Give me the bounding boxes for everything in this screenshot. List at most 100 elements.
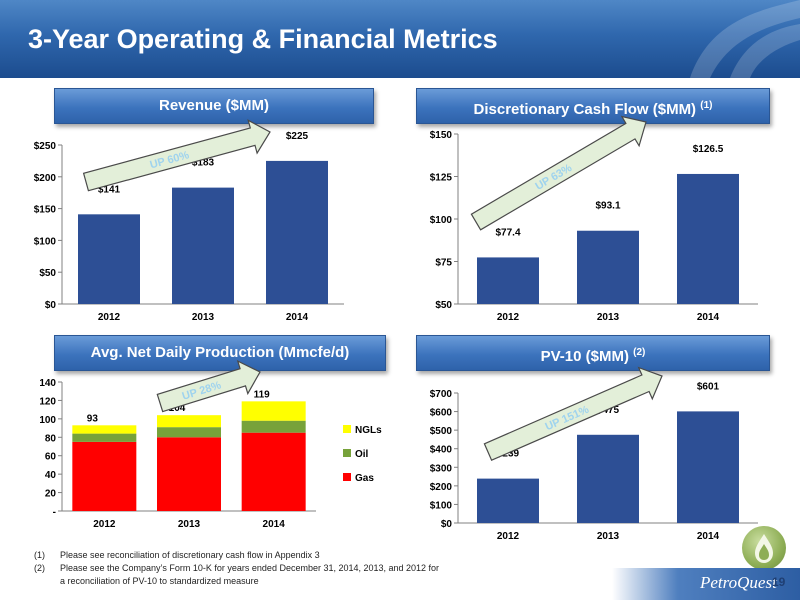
revenue-value-label: $141	[98, 184, 121, 195]
legend-swatch-oil	[343, 449, 351, 457]
legend-swatch-ngls	[343, 425, 351, 433]
revenue-y-tick-label: $200	[34, 173, 57, 184]
pv10-growth-arrow	[483, 366, 663, 461]
revenue-y-tick-label: $50	[39, 268, 56, 279]
pv10-header-note: (2)	[633, 347, 646, 358]
production-bar-gas	[241, 432, 306, 511]
revenue-y-tick-label: $150	[34, 205, 57, 216]
production-y-tick-label: -	[53, 507, 56, 518]
pv10-bar	[677, 411, 739, 523]
production-y-tick-label: 20	[45, 489, 57, 500]
production-bar-gas	[72, 441, 137, 511]
production-y-tick-label: 80	[45, 433, 57, 444]
dcf-bar	[577, 230, 639, 304]
production-bar-ngls	[72, 425, 137, 434]
pv10-y-tick-label: $100	[430, 500, 453, 511]
revenue-bar	[266, 160, 328, 304]
production-section-header: Avg. Net Daily Production (Mmcfe/d)	[54, 335, 386, 371]
dcf-value-label: $126.5	[693, 144, 724, 155]
production-total-label: 104	[169, 403, 186, 414]
dcf-bar	[677, 173, 739, 304]
revenue-x-tick-label: 2014	[286, 312, 309, 323]
production-total-label: 93	[87, 413, 99, 424]
dcf-y-tick-label: $100	[430, 215, 453, 226]
title-banner	[0, 0, 800, 78]
pv10-y-tick-label: $400	[430, 445, 453, 456]
legend-label-ngls: NGLs	[355, 425, 382, 436]
pv10-x-tick-label: 2013	[597, 531, 620, 542]
dcf-header-note: (1)	[700, 100, 713, 111]
production-bar-oil	[241, 420, 306, 433]
pv10-x-tick-label: 2014	[697, 531, 720, 542]
dcf-value-label: $77.4	[495, 227, 520, 238]
pv10-y-tick-label: $500	[430, 426, 453, 437]
production-bar-oil	[72, 433, 137, 442]
revenue-bar	[172, 187, 234, 304]
footnote-2: (2) Please see the Company’s Form 10-K f…	[34, 562, 439, 575]
footnote-2-number: (2)	[34, 563, 45, 573]
pv10-value-label: $475	[597, 405, 620, 416]
production-bar-ngls	[157, 415, 221, 428]
pv10-y-tick-label: $300	[430, 463, 453, 474]
pv10-y-tick-label: $0	[441, 519, 453, 530]
dcf-x-tick-label: 2012	[497, 312, 520, 323]
pv10-y-tick-label: $700	[430, 389, 453, 400]
legend-label-gas: Gas	[355, 473, 374, 484]
revenue-growth-arrow	[82, 119, 271, 192]
dcf-header-label: Discretionary Cash Flow ($MM)	[473, 101, 697, 118]
production-y-tick-label: 100	[39, 415, 56, 426]
pv10-value-label: $601	[697, 381, 720, 392]
pv10-y-tick-label: $600	[430, 408, 453, 419]
revenue-header-label: Revenue ($MM)	[158, 97, 270, 114]
production-x-tick-label: 2014	[263, 519, 286, 530]
dcf-x-tick-label: 2013	[597, 312, 620, 323]
revenue-bar	[78, 214, 140, 304]
brand-logo: PetroQuest	[700, 573, 777, 592]
dcf-y-tick-label: $125	[430, 173, 453, 184]
footnote-1-number: (1)	[34, 550, 45, 560]
revenue-x-tick-label: 2012	[98, 312, 121, 323]
production-header-label: Avg. Net Daily Production (Mmcfe/d)	[90, 344, 350, 361]
pv10-header-label: PV-10 ($MM)	[540, 348, 629, 365]
revenue-value-label: $225	[286, 131, 309, 142]
footnote-1-text: Please see reconciliation of discretiona…	[60, 550, 320, 560]
pv10-section-header: PV-10 ($MM) (2)	[416, 335, 770, 371]
footnote-2-continued: a reconciliation of PV-10 to standardize…	[60, 576, 259, 586]
pv10-value-label: $239	[497, 449, 520, 460]
footnote-2-text: Please see the Company’s Form 10-K for y…	[60, 563, 440, 573]
page-number: 19	[772, 575, 786, 589]
page-title: 3-Year Operating & Financial Metrics	[28, 24, 498, 54]
pv10-x-tick-label: 2012	[497, 531, 520, 542]
revenue-section-header: Revenue ($MM)	[54, 88, 374, 124]
production-growth-arrow	[156, 359, 261, 413]
dcf-value-label: $93.1	[595, 201, 620, 212]
swoosh-decoration-icon	[690, 0, 800, 78]
production-total-label: 119	[254, 389, 271, 400]
production-y-tick-label: 140	[39, 378, 56, 389]
production-x-tick-label: 2012	[93, 519, 116, 530]
dcf-y-tick-label: $50	[435, 300, 452, 311]
revenue-x-tick-label: 2013	[192, 312, 215, 323]
revenue-y-tick-label: $250	[34, 141, 57, 152]
production-bar-ngls	[241, 401, 306, 421]
production-bar-oil	[157, 427, 221, 438]
dcf-y-tick-label: $150	[430, 130, 453, 141]
dcf-x-tick-label: 2014	[697, 312, 720, 323]
revenue-value-label: $183	[192, 158, 215, 169]
revenue-y-tick-label: $100	[34, 236, 57, 247]
pv10-bar	[577, 434, 639, 523]
pv10-y-tick-label: $200	[430, 482, 453, 493]
dcf-section-header: Discretionary Cash Flow ($MM) (1)	[416, 88, 770, 124]
footnote-1: (1) Please see reconciliation of discret…	[34, 549, 439, 562]
production-bar-gas	[157, 437, 221, 511]
production-y-tick-label: 120	[39, 396, 56, 407]
legend-label-oil: Oil	[355, 449, 369, 460]
dcf-growth-arrow	[470, 115, 647, 231]
pv10-bar	[477, 478, 539, 523]
production-x-tick-label: 2013	[178, 519, 201, 530]
revenue-y-tick-label: $0	[45, 300, 57, 311]
production-y-tick-label: 60	[45, 452, 57, 463]
legend-swatch-gas	[343, 473, 351, 481]
dcf-y-tick-label: $75	[435, 258, 452, 269]
